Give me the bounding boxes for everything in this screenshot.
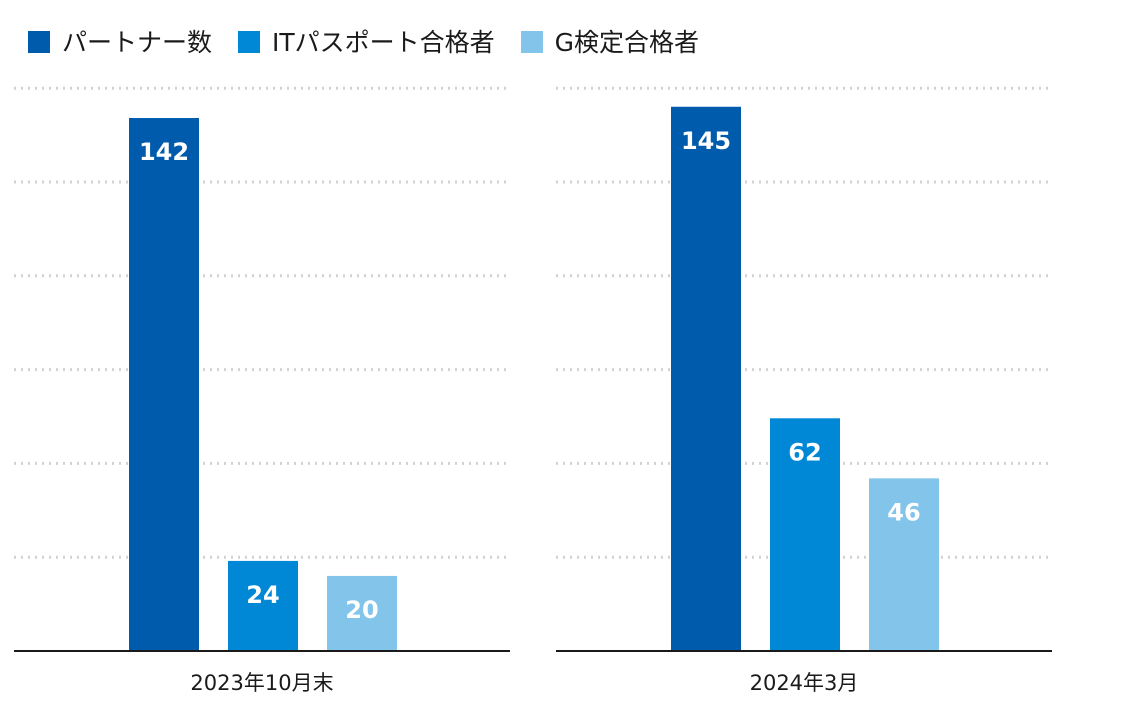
bar-1-0	[671, 106, 741, 652]
bar-value-label-0-1: 24	[246, 581, 279, 609]
legend-swatch-g-kentei	[520, 31, 543, 53]
bar-value-label-1-1: 62	[788, 438, 821, 466]
legend-swatch-it-passport	[238, 31, 261, 53]
legend-item-g-kentei: G検定合格者	[520, 27, 700, 57]
legend-label-partners: パートナー数	[62, 27, 213, 57]
legend-label-g-kentei: G検定合格者	[554, 27, 700, 57]
category-label-0: 2023年10月末	[190, 671, 333, 695]
bar-value-label-0-0: 142	[139, 138, 189, 166]
bar-1-1	[770, 418, 840, 651]
legend-item-partners: パートナー数	[28, 30, 212, 55]
bar-0-2	[327, 575, 397, 651]
bar-value-label-1-2: 46	[887, 498, 920, 526]
bar-1-2	[869, 478, 939, 651]
category-label-1: 2024年3月	[750, 671, 859, 695]
legend-label-it-passport: ITパスポート合格者	[272, 27, 495, 57]
legend-swatch-partners	[28, 31, 50, 53]
bar-0-1	[228, 560, 298, 651]
legend: パートナー数 ITパスポート合格者 G検定合格者	[28, 22, 725, 62]
bar-0-0	[129, 118, 199, 651]
legend-item-it-passport: ITパスポート合格者	[238, 30, 495, 55]
bar-value-label-1-0: 145	[681, 127, 731, 155]
bar-value-label-0-2: 20	[345, 596, 378, 624]
